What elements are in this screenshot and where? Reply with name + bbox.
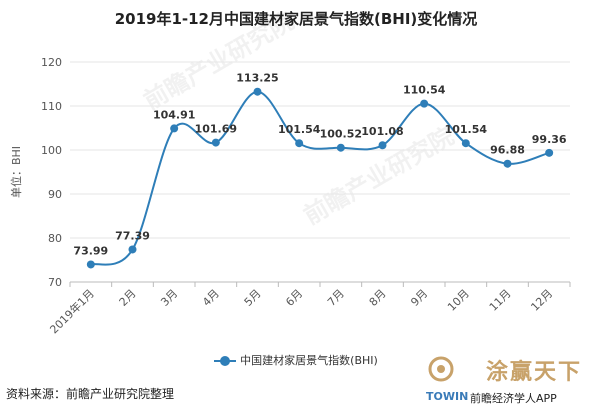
- data-label: 101.54: [278, 123, 321, 136]
- y-axis-label: 单位：BHI: [9, 146, 23, 198]
- data-point: [170, 124, 179, 133]
- x-tick-label: 4月: [200, 287, 222, 309]
- x-tick-label: 8月: [367, 287, 389, 309]
- data-point: [253, 87, 262, 96]
- y-axis: 70 80 90 100 110 120: [41, 56, 62, 289]
- y-tick-label: 70: [48, 276, 62, 289]
- brand-app: 前瞻经济学人APP: [470, 392, 557, 405]
- x-tick-label: 5月: [242, 287, 264, 309]
- x-tick-label: 11月: [487, 287, 514, 314]
- data-label: 113.25: [236, 72, 278, 85]
- x-tick-label: 2月: [117, 287, 139, 309]
- data-point: [461, 139, 470, 148]
- data-point: [378, 141, 387, 150]
- x-tick-label: 3月: [158, 287, 180, 309]
- watermark-text: 前瞻产业研究院: [139, 7, 298, 115]
- data-label: 101.69: [195, 123, 237, 136]
- data-point: [128, 245, 137, 254]
- data-label: 104.91: [153, 108, 195, 121]
- source-note: 资料来源：前瞻产业研究院整理: [6, 387, 175, 401]
- data-label: 99.36: [532, 133, 567, 146]
- data-label: 73.99: [73, 244, 108, 257]
- data-point: [503, 159, 512, 168]
- data-point: [420, 99, 429, 108]
- y-tick-label: 80: [48, 232, 62, 245]
- x-tick-label: 9月: [408, 287, 430, 309]
- brand-name: 涂赢天下: [485, 359, 582, 385]
- data-label: 96.88: [490, 144, 525, 157]
- data-point: [295, 139, 304, 148]
- x-axis: 2019年1月 2月 3月 4月 5月 6月 7月 8月 9月 10月 11月 12月: [47, 281, 571, 336]
- data-point: [211, 138, 220, 147]
- data-point: [86, 260, 95, 269]
- legend-swatch: [214, 356, 237, 366]
- x-tick-label: 12月: [528, 287, 555, 314]
- legend: 中国建材家居景气指数(BHI): [0, 352, 592, 368]
- data-label: 101.08: [361, 125, 403, 138]
- data-label: 101.54: [445, 123, 488, 136]
- data-point: [545, 148, 554, 157]
- y-tick-label: 100: [41, 144, 62, 157]
- legend-label: 中国建材家居景气指数(BHI): [240, 354, 378, 367]
- y-tick-label: 90: [48, 188, 62, 201]
- y-tick-label: 120: [41, 56, 62, 69]
- brand-en: TOWIN: [426, 390, 469, 403]
- data-point: [336, 143, 345, 152]
- y-tick-label: 110: [41, 100, 62, 113]
- brand-badge: 涂赢天下 TOWIN 前瞻经济学人APP: [426, 352, 586, 410]
- chart-title: 2019年1-12月中国建材家居景气指数(BHI)变化情况: [114, 10, 478, 28]
- data-label: 100.52: [320, 128, 362, 141]
- brand-logo-icon: [428, 356, 454, 382]
- x-tick-label: 6月: [283, 287, 305, 309]
- x-tick-label: 10月: [445, 287, 472, 314]
- data-label: 77.39: [115, 229, 150, 242]
- x-tick-label: 2019年1月: [47, 286, 97, 336]
- series-line-group: [86, 87, 554, 269]
- data-label: 110.54: [403, 84, 446, 97]
- x-tick-label: 7月: [325, 287, 347, 309]
